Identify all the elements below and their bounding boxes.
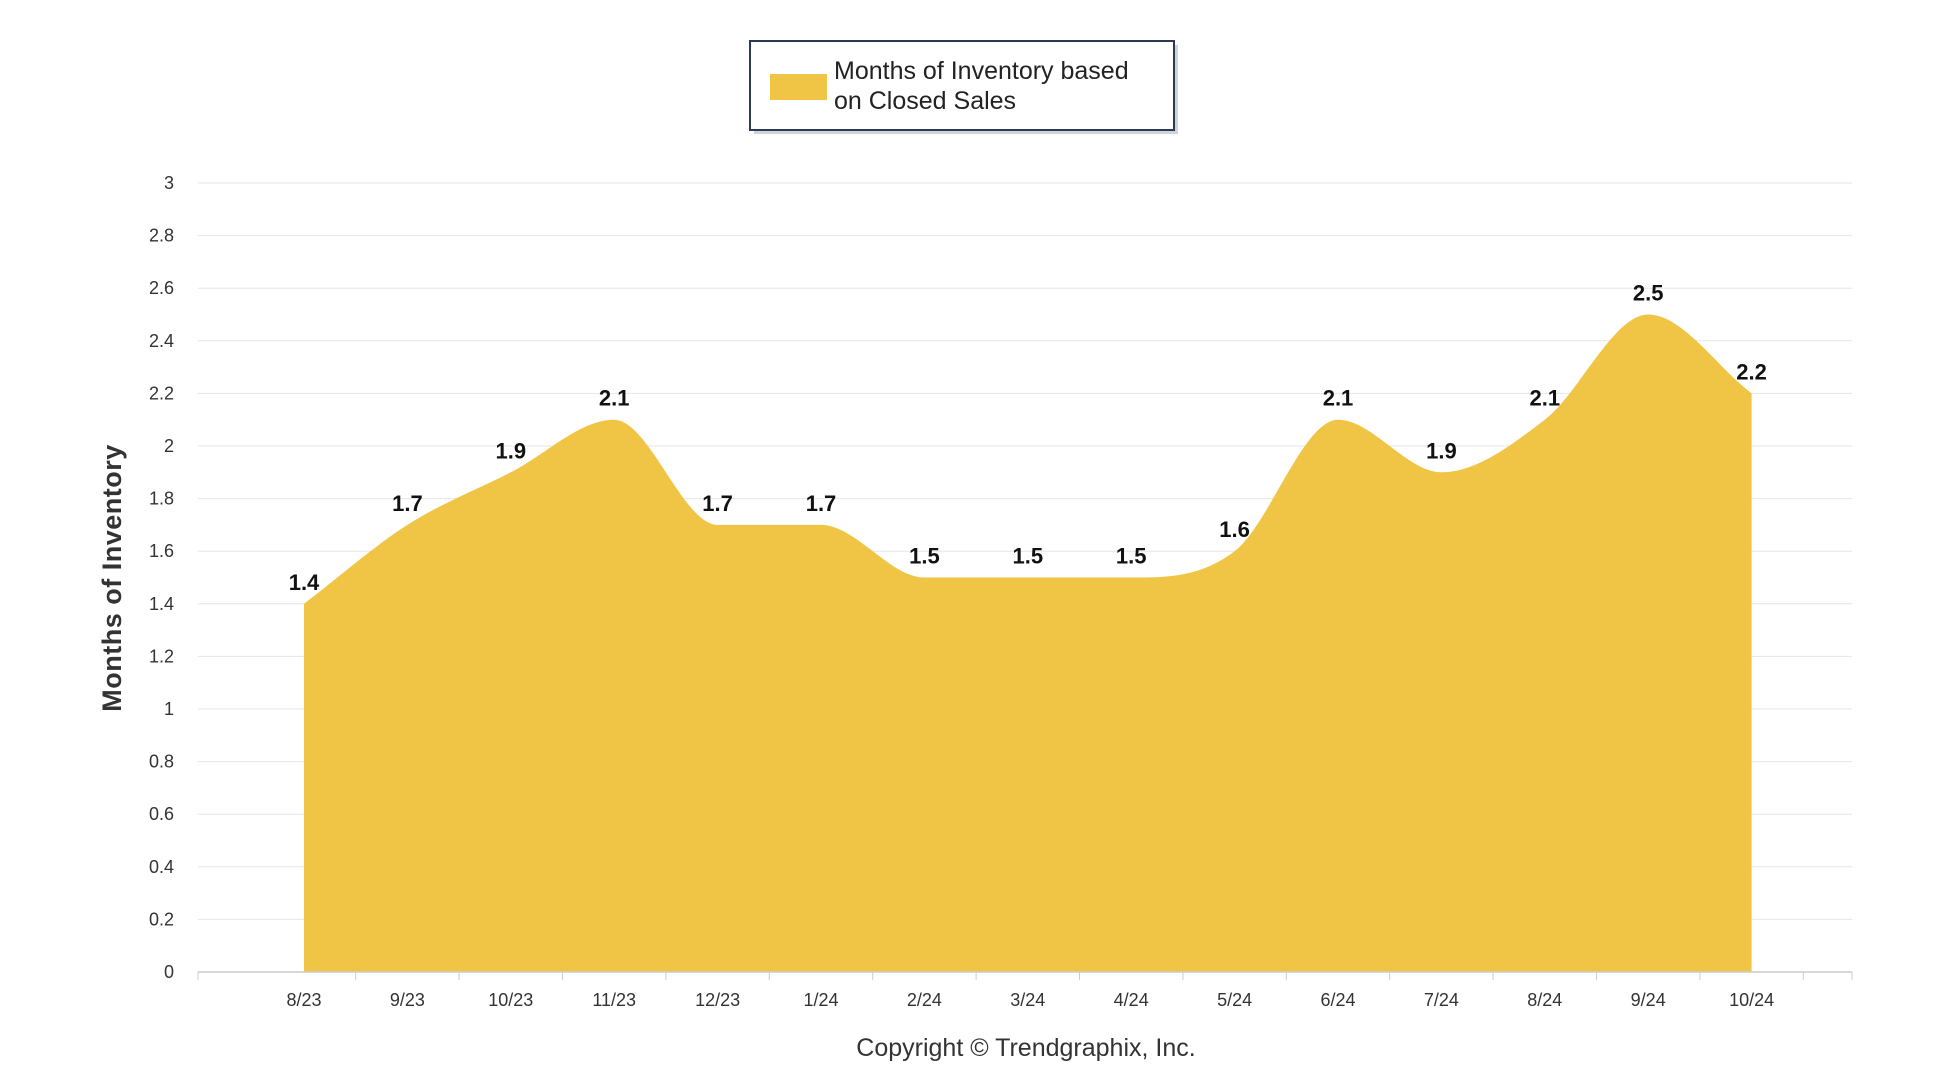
legend-label-line-2: on Closed Sales — [834, 87, 1016, 115]
data-label: 1.5 — [1116, 544, 1147, 569]
data-label: 1.9 — [1426, 438, 1457, 463]
y-axis-ticks: 0 0.2 0.4 0.6 0.8 1 1.2 1.4 1.6 1.8 2 2.2 2.4 2.6 2.8 3 — [149, 173, 174, 982]
y-tick-label: 1.8 — [149, 489, 174, 509]
y-tick-label: 0.6 — [149, 804, 174, 824]
x-tick-label: 7/24 — [1424, 990, 1459, 1010]
x-tick-label: 9/24 — [1631, 990, 1666, 1010]
x-tick-label: 9/23 — [390, 990, 425, 1010]
y-tick-label: 2 — [164, 436, 174, 456]
data-label: 2.1 — [599, 386, 630, 411]
y-tick-label: 0.8 — [149, 752, 174, 772]
x-tick-label: 2/24 — [907, 990, 942, 1010]
y-tick-label: 2.4 — [149, 331, 174, 351]
x-tick-label: 1/24 — [803, 990, 838, 1010]
data-label: 1.9 — [496, 438, 527, 463]
x-tick-label: 10/23 — [488, 990, 533, 1010]
data-label: 1.7 — [392, 491, 423, 516]
x-tick-label: 8/24 — [1527, 990, 1562, 1010]
data-labels: 1.4 1.7 1.9 2.1 1.7 1.7 1.5 1.5 1.5 1.6 2.1 1.9 2.1 2… — [289, 281, 1767, 595]
area-fill — [304, 314, 1752, 972]
legend-box — [749, 40, 1175, 131]
y-tick-label: 2.8 — [149, 226, 174, 246]
data-label: 2.5 — [1633, 281, 1664, 306]
y-tick-label: 1.6 — [149, 541, 174, 561]
x-tick-label: 3/24 — [1010, 990, 1045, 1010]
x-tick-label: 8/23 — [286, 990, 321, 1010]
y-tick-label: 1 — [164, 699, 174, 719]
data-label: 1.5 — [1013, 544, 1044, 569]
data-label: 1.4 — [289, 570, 320, 595]
data-label: 1.7 — [806, 491, 837, 516]
y-tick-label: 3 — [164, 173, 174, 193]
data-label: 1.6 — [1219, 517, 1250, 542]
data-label: 2.1 — [1323, 386, 1354, 411]
y-tick-label: 2.2 — [149, 383, 174, 403]
y-tick-label: 0.4 — [149, 857, 174, 877]
y-tick-label: 0.2 — [149, 909, 174, 929]
x-tick-label: 11/23 — [592, 990, 636, 1010]
x-tick-label: 10/24 — [1729, 990, 1774, 1010]
data-label: 2.2 — [1736, 359, 1767, 384]
legend-swatch — [770, 74, 827, 100]
x-axis-ticks: 8/23 9/23 10/23 11/23 12/23 1/24 2/24 3/24 4/24 5… — [197, 972, 1853, 1010]
legend: Months of Inventory based on Closed Sale… — [749, 40, 1178, 134]
data-label: 2.1 — [1530, 386, 1561, 411]
copyright-text: Copyright © Trendgraphix, Inc. — [856, 1034, 1195, 1062]
data-label: 1.7 — [702, 491, 733, 516]
data-label: 1.5 — [909, 544, 940, 569]
area-series — [304, 314, 1752, 972]
x-tick-label: 6/24 — [1320, 990, 1355, 1010]
y-tick-label: 0 — [164, 962, 174, 982]
legend-label-line-1: Months of Inventory based — [834, 57, 1129, 85]
y-axis-title: Months of Inventory — [97, 444, 127, 712]
y-tick-label: 1.2 — [149, 646, 174, 666]
x-tick-label: 12/23 — [695, 990, 740, 1010]
x-tick-label: 5/24 — [1217, 990, 1252, 1010]
y-tick-label: 2.6 — [149, 278, 174, 298]
x-tick-label: 4/24 — [1114, 990, 1149, 1010]
y-tick-label: 1.4 — [149, 594, 174, 614]
